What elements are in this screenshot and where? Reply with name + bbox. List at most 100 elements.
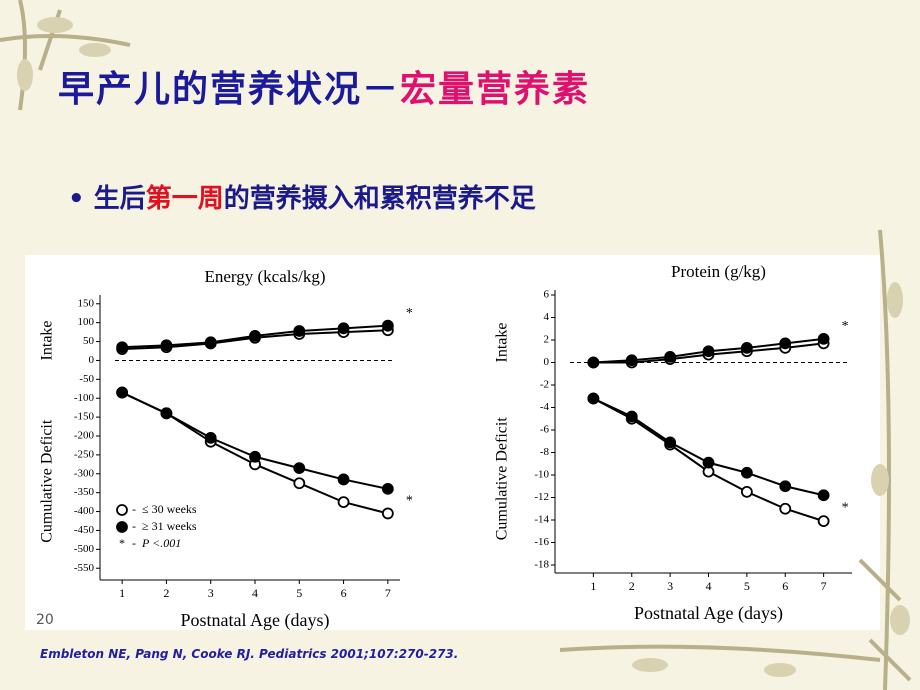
y-tick-label: -400: [74, 505, 95, 517]
data-point: [293, 462, 306, 475]
x-tick-label: 2: [163, 586, 169, 600]
data-point: [625, 410, 638, 423]
data-point: [337, 322, 350, 335]
y-tick-label: -300: [74, 467, 95, 479]
y-tick-label: 0: [544, 356, 550, 368]
y-tick-label: -12: [534, 491, 549, 503]
x-tick-label: 7: [821, 579, 827, 593]
x-axis-label: Postnatal Age (days): [181, 610, 330, 631]
y-axis-label: Intake: [39, 320, 56, 360]
y-tick-label: -10: [534, 469, 549, 481]
data-point: [204, 336, 217, 349]
x-tick-label: 6: [341, 586, 347, 600]
data-point: [740, 485, 753, 498]
legend-dash: -: [132, 519, 136, 533]
y-tick-label: -6: [540, 424, 550, 436]
data-point: [779, 337, 792, 350]
y-tick-label: 150: [78, 297, 95, 309]
data-point: [160, 339, 173, 352]
y-tick-label: -8: [540, 446, 550, 458]
title-main: 早产儿的营养状况: [58, 69, 363, 110]
data-point: [381, 482, 394, 495]
y-tick-label: -18: [534, 559, 549, 571]
bullet-text: 的营养摄入和累积营养不足: [223, 184, 536, 214]
y-tick-label: -250: [74, 448, 95, 460]
y-tick-label: 6: [544, 289, 550, 301]
legend-marker: [116, 504, 128, 516]
data-point: [204, 431, 217, 444]
y-axis-label: Cumulative Deficit: [39, 419, 56, 543]
citation: Embleton NE, Pang N, Cooke RJ. Pediatric…: [40, 647, 459, 661]
chart-background: [25, 255, 880, 630]
data-point: [625, 354, 638, 367]
chart-title: Protein (g/kg): [671, 262, 766, 281]
data-point: [249, 450, 261, 463]
data-point: [337, 496, 350, 509]
data-point: [817, 515, 830, 528]
legend-marker: [116, 521, 128, 533]
legend-symbol: *: [119, 536, 125, 550]
data-point: [249, 329, 261, 342]
x-tick-label: 5: [744, 579, 750, 593]
title-dash: －: [362, 69, 401, 110]
data-point: [779, 480, 792, 493]
data-point: [702, 345, 715, 358]
data-point: [740, 466, 753, 479]
y-tick-label: 4: [544, 311, 550, 323]
data-point: [664, 436, 677, 449]
legend-label: ≤ 30 weeks: [142, 502, 197, 516]
data-point: [381, 319, 394, 332]
legend-dash: -: [132, 536, 136, 550]
x-tick-label: 2: [629, 579, 635, 593]
x-tick-label: 6: [782, 579, 788, 593]
y-tick-label: -16: [534, 536, 549, 548]
series-line: [121, 391, 389, 490]
x-axis-label: Postnatal Age (days): [634, 603, 783, 624]
data-point: [702, 456, 715, 469]
data-point: [293, 325, 306, 337]
y-tick-label: 2: [544, 334, 550, 346]
x-tick-label: 4: [706, 579, 712, 593]
y-tick-label: -2: [540, 379, 549, 391]
x-tick-label: 1: [590, 579, 596, 593]
data-point: [664, 350, 677, 363]
data-point: [587, 392, 600, 405]
y-tick-label: -350: [74, 486, 95, 498]
y-axis-label: Cumulative Deficit: [494, 417, 511, 541]
page-number: 20: [36, 612, 54, 628]
y-tick-label: -450: [74, 524, 95, 536]
data-point: [587, 356, 600, 369]
y-tick-label: -200: [74, 430, 95, 442]
bullet-highlight: 第一周: [145, 184, 224, 214]
significance-marker: *: [842, 319, 849, 334]
x-tick-label: 3: [667, 579, 673, 593]
data-point: [293, 477, 306, 490]
y-tick-label: -550: [74, 562, 95, 574]
data-point: [817, 489, 830, 502]
y-tick-label: -50: [79, 373, 94, 385]
chart-title: Energy (kcals/kg): [204, 267, 325, 286]
data-point: [160, 407, 173, 420]
data-point: [779, 502, 792, 515]
bullet-text: 生后: [93, 184, 146, 214]
legend-label: ≥ 31 weeks: [142, 519, 197, 533]
data-point: [381, 507, 394, 520]
data-point: [116, 341, 129, 354]
y-tick-label: -500: [74, 543, 95, 555]
data-point: [337, 473, 350, 486]
y-tick-label: -150: [74, 411, 95, 423]
slide-title: 早产儿的营养状况－宏量营养素: [58, 60, 590, 112]
y-tick-label: 0: [89, 354, 95, 366]
data-point: [817, 332, 830, 345]
x-tick-label: 1: [119, 586, 125, 600]
bullet: • 生后第一周的营养摄入和累积营养不足: [68, 184, 536, 214]
y-axis-label: Intake: [494, 323, 511, 363]
significance-marker: *: [842, 500, 849, 515]
title-highlight: 宏量营养素: [400, 69, 591, 110]
significance-marker: *: [406, 306, 413, 321]
x-tick-label: 4: [252, 586, 258, 600]
legend-note: P <.001: [141, 536, 181, 550]
y-tick-label: -4: [540, 401, 550, 413]
